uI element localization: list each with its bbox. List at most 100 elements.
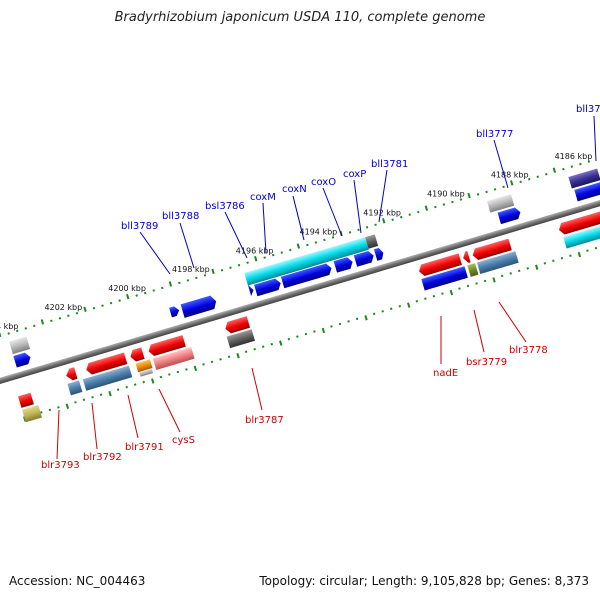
gene-arrow[interactable] xyxy=(471,238,512,262)
gene-label[interactable]: bll3775 xyxy=(576,104,600,115)
gene-arrow[interactable] xyxy=(254,277,282,297)
gene-label[interactable]: bsr3779 xyxy=(466,357,507,368)
minor-tick xyxy=(408,213,411,216)
topology-text: Topology: circular xyxy=(259,574,364,588)
minor-tick xyxy=(330,325,333,328)
gene-label[interactable]: bsl3786 xyxy=(205,201,245,212)
gene-arrow[interactable] xyxy=(85,352,128,375)
gene-arrow[interactable] xyxy=(557,208,600,236)
gene-label[interactable]: coxO xyxy=(311,177,336,188)
leader-line xyxy=(127,394,139,439)
gene-arrow[interactable] xyxy=(353,250,376,267)
gene-label[interactable]: blr3792 xyxy=(83,452,122,463)
major-tick xyxy=(168,281,173,287)
minor-tick xyxy=(101,304,104,307)
minor-tick xyxy=(229,266,232,269)
gene-arrow[interactable] xyxy=(365,234,379,249)
gene-label[interactable]: blr3778 xyxy=(509,345,548,356)
minor-tick xyxy=(485,190,488,194)
length-text: Length: 9,105,828 bp xyxy=(371,574,501,588)
minor-tick xyxy=(526,267,530,270)
minor-tick xyxy=(347,320,350,323)
kbp-label: 4188 kbp xyxy=(491,171,529,180)
minor-tick xyxy=(483,279,487,283)
major-tick xyxy=(193,365,198,372)
map-title: Bradyrhizobium japonicum USDA 110, compl… xyxy=(114,10,486,25)
minor-tick xyxy=(493,188,497,191)
gene-arrow[interactable] xyxy=(22,404,43,423)
minor-tick xyxy=(246,261,249,264)
gene-label[interactable]: nadE xyxy=(433,368,458,379)
gene-arrow[interactable] xyxy=(486,194,515,213)
gene-label[interactable]: bll3788 xyxy=(162,211,199,222)
gene-arrow[interactable] xyxy=(417,253,462,277)
gene-arrow[interactable] xyxy=(421,266,468,291)
gene-label[interactable]: coxM xyxy=(250,192,276,203)
major-tick xyxy=(126,293,130,300)
gene-arrow[interactable] xyxy=(275,237,369,277)
minor-tick xyxy=(348,231,352,234)
forward-gene-labels: bll3775 bll3777 bll3781 coxP coxO coxN c… xyxy=(121,104,600,232)
minor-tick xyxy=(125,385,128,389)
minor-tick xyxy=(82,398,86,402)
minor-tick xyxy=(185,368,188,371)
gene-label[interactable]: coxN xyxy=(282,184,307,195)
minor-tick xyxy=(536,175,539,178)
gene-arrow[interactable] xyxy=(180,294,219,318)
leader-line xyxy=(262,202,267,254)
gene-arrow[interactable] xyxy=(147,335,186,357)
gene-label[interactable]: cysS xyxy=(172,435,195,446)
gene-arrow[interactable] xyxy=(13,351,32,368)
gene-arrow[interactable] xyxy=(152,347,195,371)
gene-arrow[interactable] xyxy=(574,181,600,202)
gene-label[interactable]: blr3791 xyxy=(125,442,164,453)
minor-tick xyxy=(287,337,291,341)
leader-line xyxy=(251,367,263,411)
gene-label[interactable]: bll3781 xyxy=(371,159,408,170)
gene-arrow[interactable] xyxy=(224,316,251,334)
gene-arrow[interactable] xyxy=(563,222,600,249)
gene-arrow[interactable] xyxy=(226,329,256,349)
gene-arrow[interactable] xyxy=(476,251,519,275)
gene-arrow[interactable] xyxy=(247,283,255,297)
gene-label[interactable]: coxP xyxy=(343,169,366,180)
leader-line xyxy=(158,388,181,433)
gene-arrow[interactable] xyxy=(67,380,83,396)
gene-arrow[interactable] xyxy=(18,392,34,408)
gene-label[interactable]: bll3777 xyxy=(476,129,513,140)
minor-tick xyxy=(304,332,308,336)
gene-arrow[interactable] xyxy=(280,262,333,289)
minor-tick xyxy=(417,210,420,214)
gene-arrow[interactable] xyxy=(169,305,180,318)
kbp-label: 4200 kbp xyxy=(108,284,146,293)
minor-tick xyxy=(381,310,384,313)
gene-arrow[interactable] xyxy=(467,263,479,277)
leader-line xyxy=(493,139,509,189)
gene-label[interactable]: blr3793 xyxy=(41,460,80,471)
gene-arrow[interactable] xyxy=(568,168,600,189)
gene-label[interactable]: blr3787 xyxy=(245,415,284,426)
gene-arrow[interactable] xyxy=(129,347,145,362)
major-tick xyxy=(424,205,429,211)
minor-tick xyxy=(220,269,224,272)
leader-line xyxy=(473,309,485,353)
gene-arrow[interactable] xyxy=(461,250,471,264)
minor-tick xyxy=(159,375,163,379)
gene-arrow[interactable] xyxy=(139,368,153,377)
gene-label[interactable]: bll3789 xyxy=(121,221,158,232)
gene-arrow[interactable] xyxy=(64,367,78,381)
gene-arrow[interactable] xyxy=(135,359,153,373)
minor-tick xyxy=(203,274,207,277)
kbp-label: 4190 kbp xyxy=(427,190,465,199)
minor-tick xyxy=(75,311,79,315)
forward-genes xyxy=(9,168,600,368)
gene-arrow[interactable] xyxy=(373,247,385,261)
minor-tick xyxy=(143,291,147,295)
minor-tick xyxy=(313,330,316,333)
minor-tick xyxy=(517,269,521,273)
gene-arrow[interactable] xyxy=(497,206,523,225)
minor-tick xyxy=(50,319,53,323)
gene-arrow[interactable] xyxy=(9,336,31,355)
gene-arrow[interactable] xyxy=(82,365,133,391)
gene-arrow[interactable] xyxy=(333,256,355,273)
